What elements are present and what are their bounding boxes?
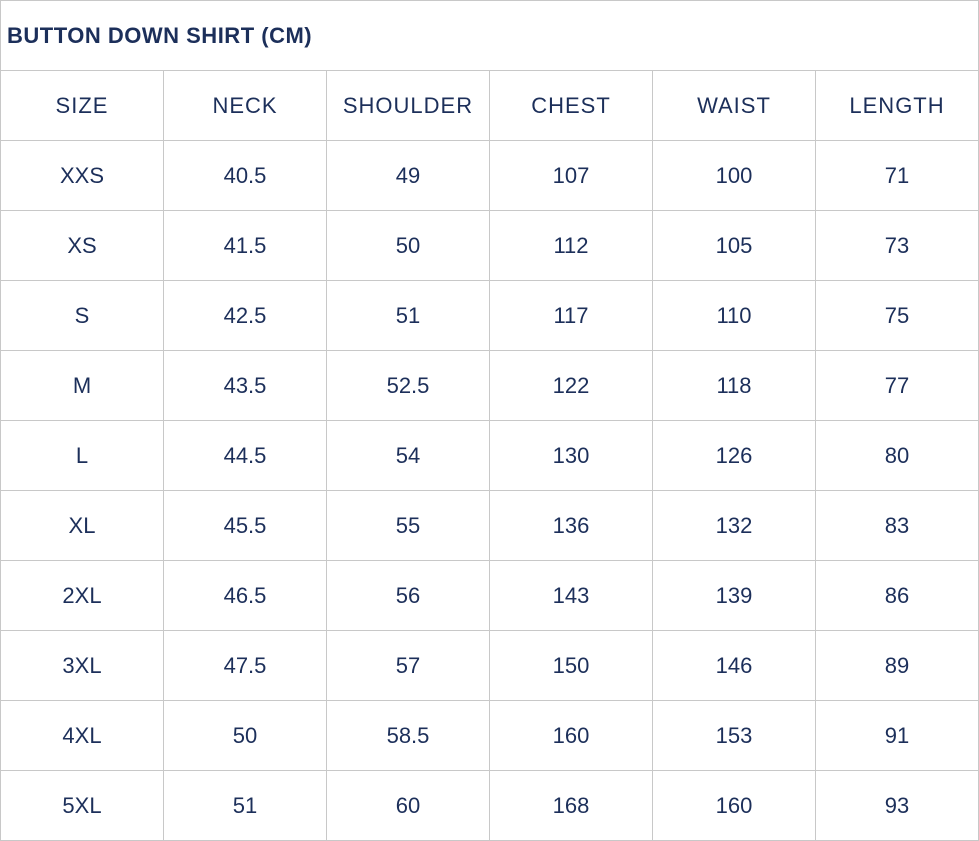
column-header-neck: NECK bbox=[163, 70, 327, 141]
cell-shoulder: 54 bbox=[326, 420, 490, 491]
cell-waist: 126 bbox=[652, 420, 816, 491]
table-row: XXS 40.5 49 107 100 71 bbox=[0, 140, 979, 211]
cell-waist: 160 bbox=[652, 770, 816, 841]
table-title: BUTTON DOWN SHIRT (CM) bbox=[0, 0, 979, 71]
cell-chest: 150 bbox=[489, 630, 653, 701]
table-row: 3XL 47.5 57 150 146 89 bbox=[0, 630, 979, 701]
cell-shoulder: 55 bbox=[326, 490, 490, 561]
cell-chest: 130 bbox=[489, 420, 653, 491]
cell-chest: 168 bbox=[489, 770, 653, 841]
cell-length: 73 bbox=[814, 210, 979, 281]
cell-shoulder: 49 bbox=[326, 140, 490, 211]
cell-neck: 50 bbox=[163, 700, 327, 771]
cell-shoulder: 50 bbox=[326, 210, 490, 281]
cell-size: XL bbox=[0, 490, 164, 561]
cell-shoulder: 58.5 bbox=[326, 700, 490, 771]
cell-length: 77 bbox=[814, 350, 979, 421]
cell-length: 83 bbox=[814, 490, 979, 561]
cell-neck: 47.5 bbox=[163, 630, 327, 701]
cell-size: 2XL bbox=[0, 560, 164, 631]
cell-shoulder: 51 bbox=[326, 280, 490, 351]
cell-size: M bbox=[0, 350, 164, 421]
cell-chest: 117 bbox=[489, 280, 653, 351]
cell-waist: 100 bbox=[652, 140, 816, 211]
cell-neck: 42.5 bbox=[163, 280, 327, 351]
cell-shoulder: 52.5 bbox=[326, 350, 490, 421]
cell-length: 71 bbox=[814, 140, 979, 211]
cell-chest: 122 bbox=[489, 350, 653, 421]
table-row: XL 45.5 55 136 132 83 bbox=[0, 490, 979, 561]
title-row: BUTTON DOWN SHIRT (CM) bbox=[0, 0, 979, 71]
cell-chest: 112 bbox=[489, 210, 653, 281]
cell-size: S bbox=[0, 280, 164, 351]
table-row: 2XL 46.5 56 143 139 86 bbox=[0, 560, 979, 631]
cell-neck: 40.5 bbox=[163, 140, 327, 211]
cell-shoulder: 60 bbox=[326, 770, 490, 841]
cell-chest: 143 bbox=[489, 560, 653, 631]
cell-waist: 105 bbox=[652, 210, 816, 281]
cell-shoulder: 56 bbox=[326, 560, 490, 631]
table-row: 4XL 50 58.5 160 153 91 bbox=[0, 700, 979, 771]
cell-length: 91 bbox=[814, 700, 979, 771]
table-row: 5XL 51 60 168 160 93 bbox=[0, 770, 979, 841]
cell-waist: 153 bbox=[652, 700, 816, 771]
cell-neck: 43.5 bbox=[163, 350, 327, 421]
table-row: L 44.5 54 130 126 80 bbox=[0, 420, 979, 491]
cell-size: L bbox=[0, 420, 164, 491]
cell-length: 89 bbox=[814, 630, 979, 701]
cell-waist: 146 bbox=[652, 630, 816, 701]
cell-neck: 46.5 bbox=[163, 560, 327, 631]
table-row: M 43.5 52.5 122 118 77 bbox=[0, 350, 979, 421]
cell-size: 5XL bbox=[0, 770, 164, 841]
cell-size: 3XL bbox=[0, 630, 164, 701]
cell-waist: 139 bbox=[652, 560, 816, 631]
cell-waist: 132 bbox=[652, 490, 816, 561]
column-header-chest: CHEST bbox=[489, 70, 653, 141]
cell-size: XS bbox=[0, 210, 164, 281]
column-header-size: SIZE bbox=[0, 70, 164, 141]
cell-chest: 136 bbox=[489, 490, 653, 561]
table-row: S 42.5 51 117 110 75 bbox=[0, 280, 979, 351]
column-header-length: LENGTH bbox=[814, 70, 979, 141]
cell-chest: 160 bbox=[489, 700, 653, 771]
cell-neck: 41.5 bbox=[163, 210, 327, 281]
cell-size: 4XL bbox=[0, 700, 164, 771]
cell-shoulder: 57 bbox=[326, 630, 490, 701]
header-row: SIZE NECK SHOULDER CHEST WAIST LENGTH bbox=[0, 70, 979, 141]
cell-length: 75 bbox=[814, 280, 979, 351]
cell-neck: 51 bbox=[163, 770, 327, 841]
table-row: XS 41.5 50 112 105 73 bbox=[0, 210, 979, 281]
cell-length: 86 bbox=[814, 560, 979, 631]
cell-length: 80 bbox=[814, 420, 979, 491]
cell-neck: 44.5 bbox=[163, 420, 327, 491]
cell-neck: 45.5 bbox=[163, 490, 327, 561]
column-header-shoulder: SHOULDER bbox=[326, 70, 490, 141]
column-header-waist: WAIST bbox=[652, 70, 816, 141]
cell-length: 93 bbox=[814, 770, 979, 841]
cell-chest: 107 bbox=[489, 140, 653, 211]
cell-waist: 110 bbox=[652, 280, 816, 351]
cell-waist: 118 bbox=[652, 350, 816, 421]
cell-size: XXS bbox=[0, 140, 164, 211]
